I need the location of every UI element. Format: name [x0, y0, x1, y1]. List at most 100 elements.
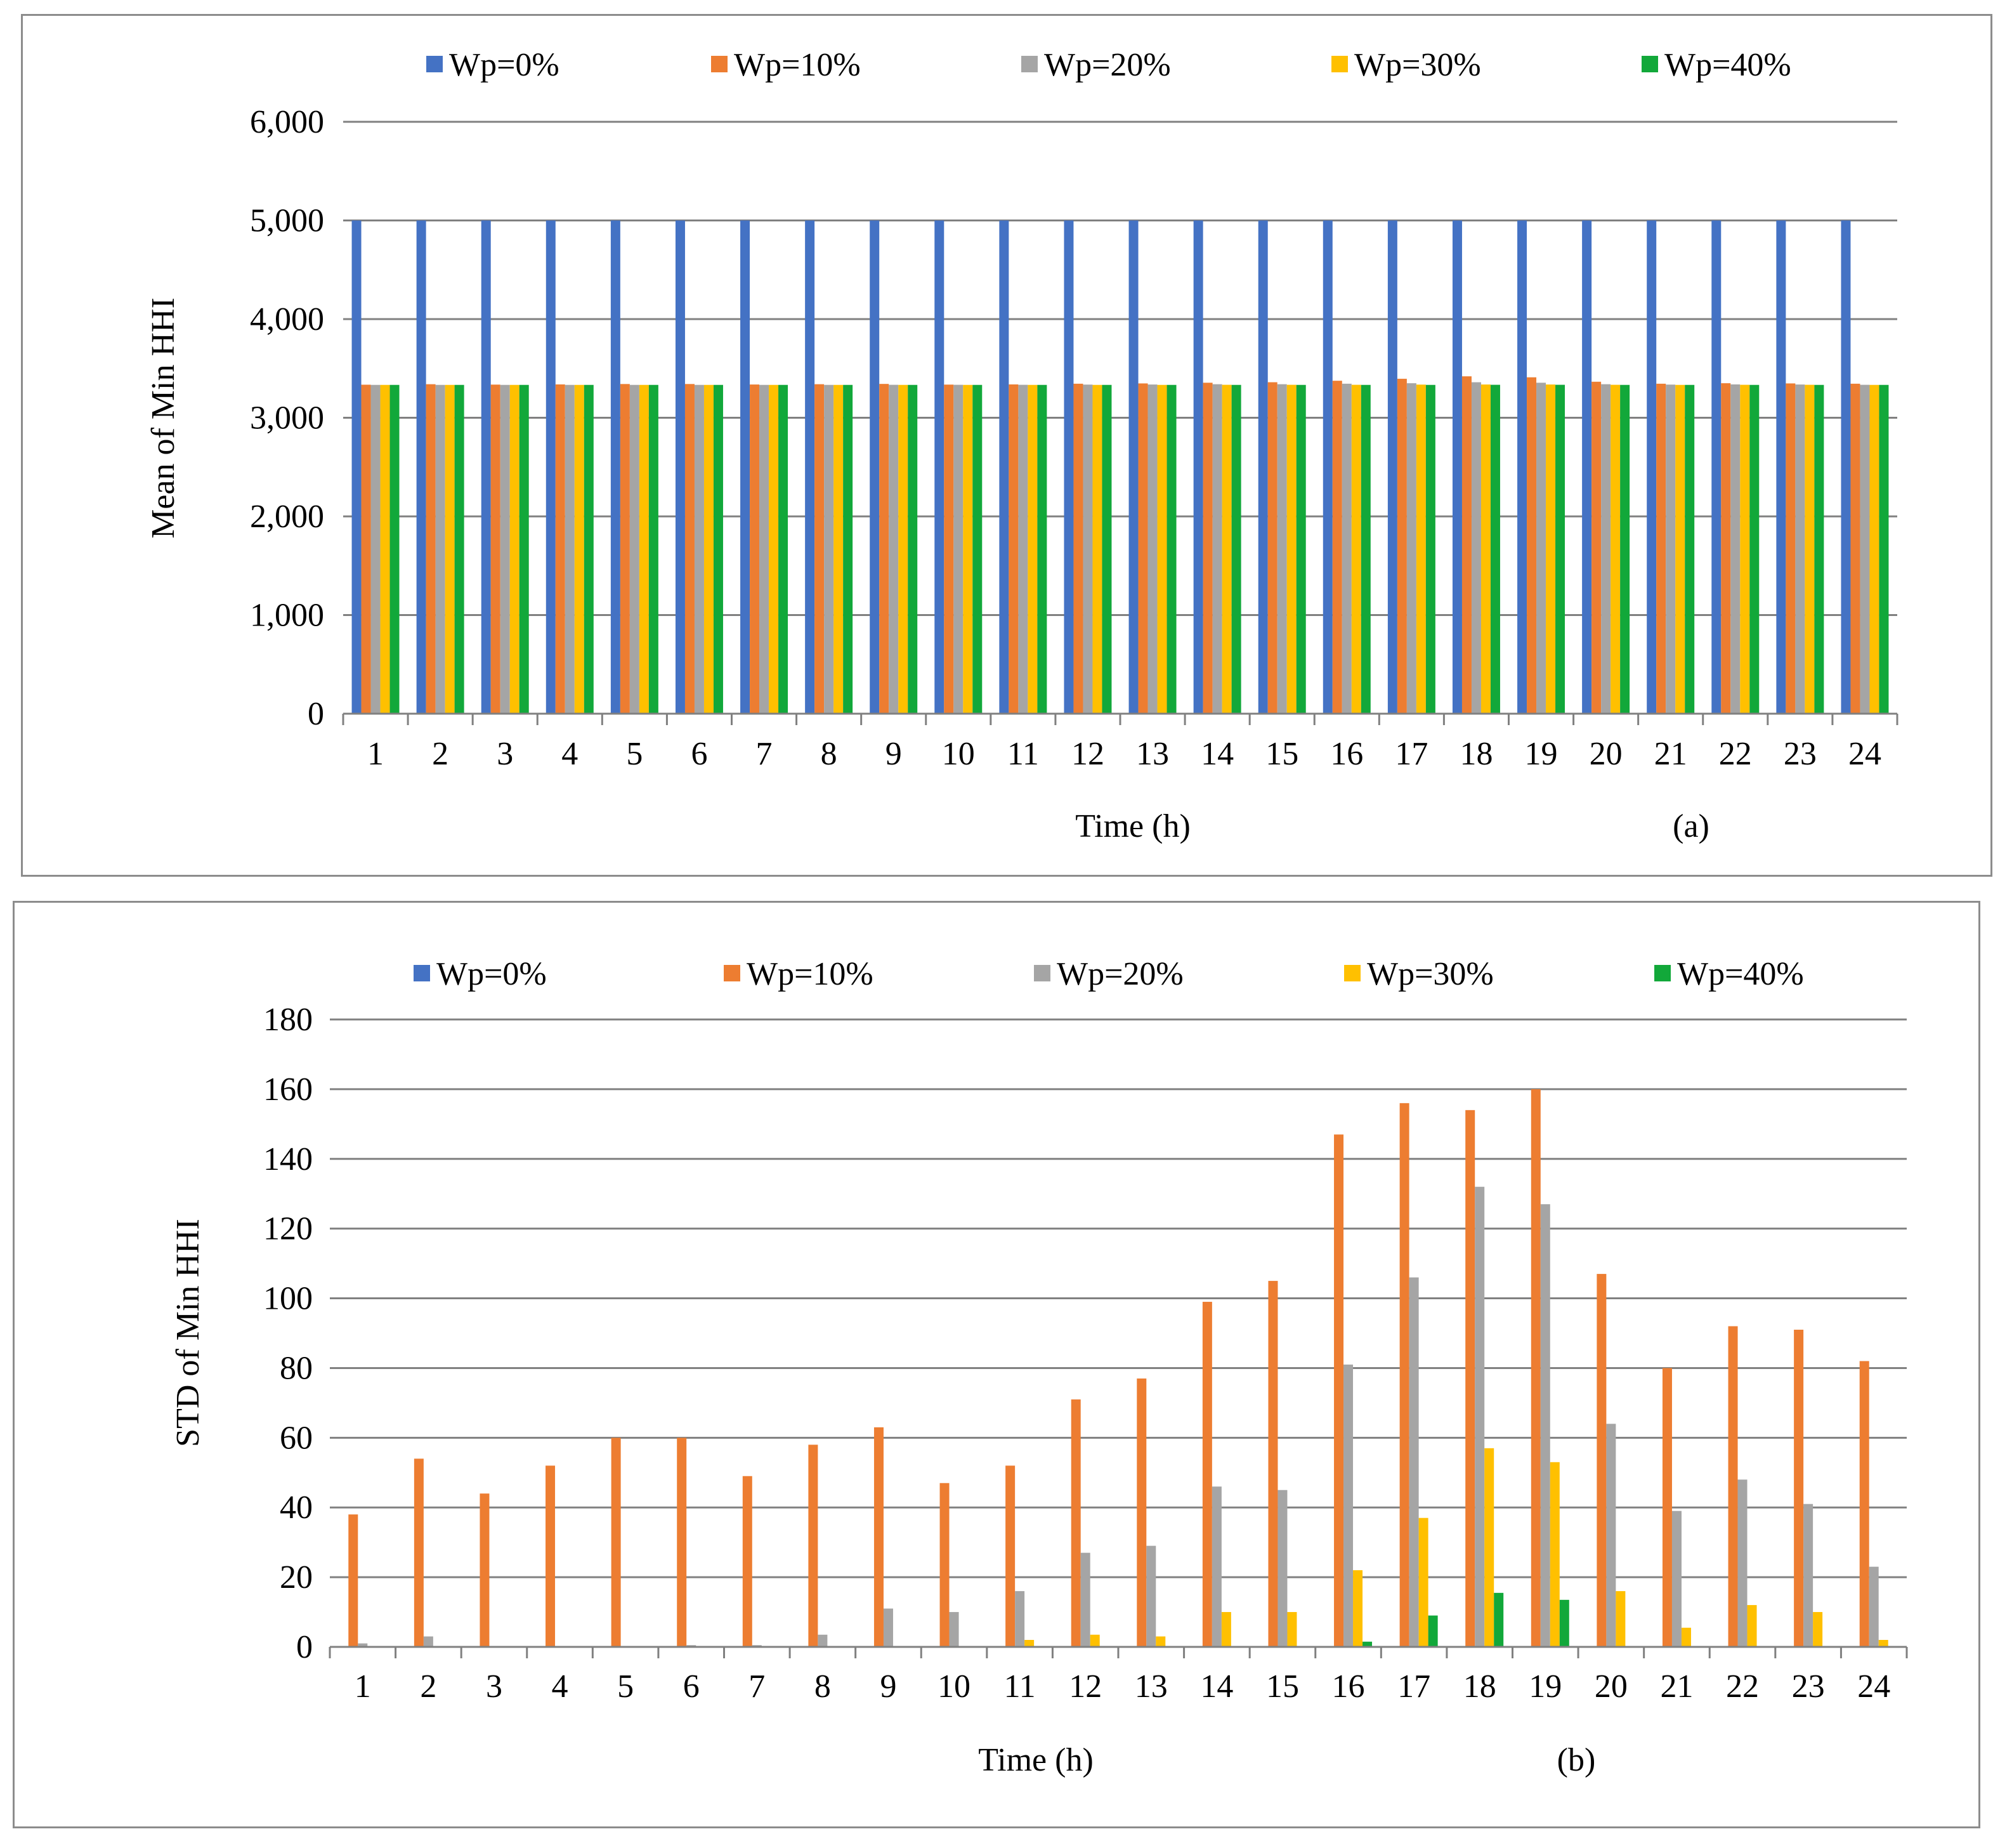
b-ytick-label: 0 — [296, 1629, 313, 1665]
b-bar-Wp=20%-t24 — [1869, 1566, 1879, 1647]
b-bar-Wp=10%-t10 — [939, 1483, 950, 1647]
b-ytick-label: 180 — [263, 1002, 313, 1038]
b-xtick-label: 13 — [1135, 1668, 1168, 1705]
b-xtick-label: 20 — [1595, 1668, 1628, 1705]
a-bar-Wp=10%-t9 — [879, 384, 889, 714]
a-bar-Wp=40%-t5 — [648, 384, 658, 714]
a-bar-Wp=0%-t23 — [1776, 220, 1786, 714]
b-bar-Wp=40%-t18 — [1494, 1592, 1504, 1647]
b-bar-Wp=30%-t23 — [1813, 1612, 1823, 1647]
a-bar-Wp=20%-t15 — [1277, 384, 1287, 714]
a-bar-Wp=0%-t12 — [1064, 220, 1074, 714]
b-bar-Wp=20%-t9 — [883, 1608, 893, 1647]
b-bar-Wp=10%-t19 — [1531, 1089, 1541, 1647]
a-bar-Wp=40%-t8 — [843, 384, 853, 714]
b-bar-Wp=30%-t24 — [1878, 1640, 1888, 1647]
b-y-axis-title: STD of Min HHI — [170, 1219, 206, 1447]
a-bar-Wp=10%-t17 — [1397, 379, 1407, 714]
a-bar-Wp=0%-t19 — [1517, 220, 1527, 714]
b-bar-Wp=20%-t10 — [949, 1612, 959, 1647]
a-legend-swatch-Wp=0% — [426, 56, 443, 72]
a-bar-Wp=10%-t19 — [1527, 377, 1537, 714]
a-bar-Wp=40%-t4 — [584, 384, 594, 714]
a-bar-Wp=40%-t19 — [1555, 384, 1565, 714]
a-x-axis-title: Time (h) — [1075, 808, 1191, 844]
a-ytick-label: 5,000 — [250, 203, 324, 239]
b-bar-Wp=20%-t16 — [1343, 1364, 1354, 1647]
b-xtick-label: 2 — [420, 1668, 436, 1705]
a-bar-Wp=20%-t19 — [1536, 383, 1546, 714]
a-bar-Wp=10%-t15 — [1267, 382, 1277, 714]
a-bar-Wp=20%-t8 — [824, 384, 834, 714]
b-xtick-label: 4 — [552, 1668, 568, 1705]
a-bar-Wp=20%-t1 — [370, 384, 381, 714]
a-bar-Wp=40%-t21 — [1685, 384, 1695, 714]
b-xtick-label: 3 — [486, 1668, 502, 1705]
b-bar-Wp=30%-t15 — [1287, 1612, 1297, 1647]
a-bar-Wp=20%-t12 — [1083, 384, 1093, 714]
a-bar-Wp=30%-t18 — [1480, 384, 1491, 714]
b-bar-Wp=10%-t21 — [1662, 1368, 1672, 1647]
b-bar-Wp=10%-t1 — [348, 1514, 358, 1647]
b-xtick-label: 18 — [1463, 1668, 1496, 1705]
b-ytick-label: 20 — [280, 1559, 313, 1596]
a-bar-Wp=10%-t24 — [1850, 383, 1860, 714]
a-bar-Wp=40%-t1 — [389, 384, 400, 714]
b-legend-swatch-Wp=30% — [1344, 965, 1361, 981]
a-bar-Wp=0%-t22 — [1711, 220, 1722, 714]
b-bar-Wp=20%-t22 — [1737, 1479, 1748, 1647]
b-bar-Wp=30%-t18 — [1484, 1448, 1494, 1647]
a-bar-Wp=20%-t23 — [1795, 384, 1805, 714]
a-bar-Wp=30%-t13 — [1157, 384, 1167, 714]
a-bar-Wp=40%-t14 — [1231, 384, 1241, 714]
a-bar-Wp=10%-t13 — [1138, 383, 1148, 714]
b-xtick-label: 1 — [355, 1668, 371, 1705]
b-bar-Wp=20%-t13 — [1146, 1545, 1156, 1647]
a-bar-Wp=30%-t22 — [1740, 384, 1750, 714]
a-xtick-label: 14 — [1201, 736, 1234, 772]
chart-panel-b: 0 20 40 60 80 100 120 140 160 180 1 2 3 4 5 6 7 8 9 10 11 12 1… — [13, 901, 1980, 1828]
b-xtick-label: 9 — [880, 1668, 896, 1705]
a-bar-Wp=20%-t18 — [1471, 382, 1481, 714]
b-xtick-label: 22 — [1726, 1668, 1759, 1705]
b-bar-Wp=10%-t16 — [1334, 1134, 1344, 1647]
a-legend-label: Wp=0% — [449, 47, 559, 83]
a-bar-Wp=40%-t24 — [1879, 384, 1889, 714]
b-legend-swatch-Wp=40% — [1654, 965, 1671, 981]
a-bar-Wp=40%-t15 — [1296, 384, 1306, 714]
a-bar-Wp=40%-t18 — [1490, 384, 1500, 714]
a-legend-swatch-Wp=10% — [711, 56, 728, 72]
a-ytick-label: 2,000 — [250, 499, 324, 535]
a-bar-Wp=30%-t15 — [1286, 384, 1297, 714]
a-xtick-label: 23 — [1784, 736, 1817, 772]
a-bar-Wp=40%-t12 — [1102, 384, 1112, 714]
a-bar-Wp=20%-t4 — [565, 384, 575, 714]
b-bar-Wp=10%-t24 — [1859, 1361, 1869, 1647]
a-bar-Wp=10%-t18 — [1461, 376, 1472, 714]
b-bar-Wp=10%-t15 — [1268, 1281, 1278, 1647]
a-bar-Wp=40%-t2 — [454, 384, 464, 714]
a-bar-Wp=20%-t21 — [1666, 384, 1676, 714]
b-ytick-label: 100 — [263, 1281, 313, 1317]
b-ytick-label: 140 — [263, 1141, 313, 1177]
a-xtick-label: 3 — [497, 736, 513, 772]
a-bar-Wp=30%-t17 — [1416, 384, 1426, 714]
a-bar-Wp=0%-t1 — [351, 220, 362, 714]
b-legend-swatch-Wp=0% — [414, 965, 430, 981]
b-bar-Wp=30%-t14 — [1221, 1612, 1231, 1647]
a-bar-Wp=0%-t16 — [1323, 220, 1333, 714]
b-ytick-label: 80 — [280, 1350, 313, 1386]
b-bar-Wp=20%-t11 — [1015, 1591, 1025, 1647]
a-bar-Wp=0%-t21 — [1647, 220, 1657, 714]
a-xtick-label: 16 — [1330, 736, 1363, 772]
b-xtick-label: 7 — [748, 1668, 765, 1705]
b-bar-Wp=40%-t16 — [1362, 1641, 1373, 1647]
b-bar-Wp=10%-t3 — [480, 1493, 490, 1647]
a-xtick-label: 6 — [691, 736, 707, 772]
a-bar-Wp=10%-t2 — [426, 384, 436, 714]
a-bar-Wp=0%-t4 — [546, 220, 556, 714]
a-xtick-label: 4 — [561, 736, 578, 772]
a-bar-Wp=10%-t1 — [361, 384, 371, 714]
a-bar-Wp=0%-t2 — [416, 220, 426, 714]
